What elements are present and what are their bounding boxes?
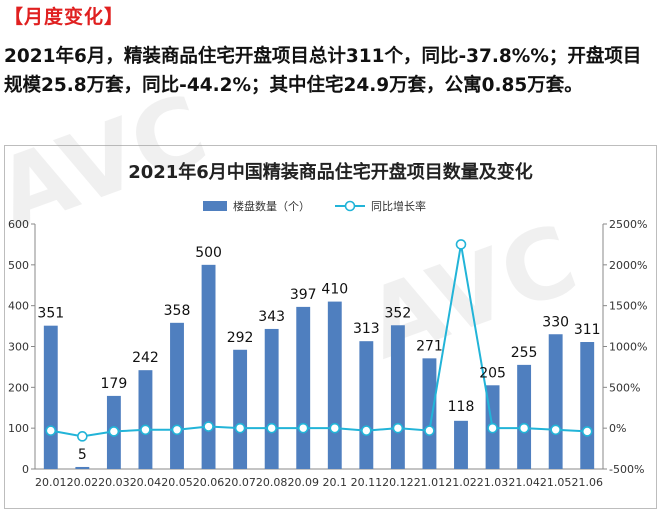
x-tick-label: 21.05 [540,476,572,489]
line-point [266,422,277,434]
legend-bar-swatch [203,201,227,211]
bar [390,325,405,469]
x-tick-label: 21.01 [414,476,446,489]
x-tick-label: 21.03 [477,476,509,489]
x-tick-label: 20.06 [193,476,225,489]
line-point [108,426,120,437]
x-tick-label: 20.11 [351,476,383,489]
y-tick-label-right: 2000% [609,259,647,272]
line-point [234,422,246,434]
x-tick-label: 20.1 [323,476,348,489]
line-point [518,422,530,434]
x-tick-label: 21.04 [508,476,540,489]
line-point [171,424,183,436]
legend-bar-label: 楼盘数量（个） [233,199,310,213]
bar [296,306,311,469]
x-tick-label: 20.07 [224,476,256,489]
data-label: 242 [132,350,159,366]
data-label: 271 [416,338,443,354]
x-tick-label: 20.12 [382,476,414,489]
chart-container: AVC AVC 2021年6月中国精装商品住宅开盘项目数量及变化 0 100 200… [0,73,657,509]
y-tick-label-left: 400 [8,300,29,313]
y-tick-label-right: 1000% [609,341,647,354]
x-tick-label: 20.05 [161,476,193,489]
data-label: 205 [479,365,506,381]
bar [138,370,153,469]
x-tick-label: 20.09 [287,476,319,489]
bar [517,364,532,469]
data-label: 358 [164,303,191,319]
bar [170,322,184,469]
chart-title: 2021年6月中国精装商品住宅开盘项目数量及变化 [128,162,533,183]
bar [75,466,90,469]
data-label: 397 [290,287,317,303]
data-label: 352 [385,305,412,321]
data-label: 410 [321,282,348,298]
line-point [550,424,561,436]
data-label: 343 [258,309,285,325]
y-tick-label-left: 300 [8,341,29,354]
data-label: 330 [542,314,569,330]
x-tick-label: 20.02 [67,476,99,489]
line-point [424,425,435,436]
line-point [140,424,151,436]
bar [201,264,216,469]
x-tick-label: 20.04 [130,476,162,489]
summary-text: 2021年6月，精装商品住宅开盘项目总计311个，同比-37.8%%；开盘项目规… [4,46,642,96]
data-label: 500 [195,245,222,261]
y-tick-label-left: 200 [8,381,29,394]
section-tag: 【月度变化】 [4,6,125,28]
bar [580,342,595,469]
bar [454,420,468,469]
x-tick-label: 20.01 [35,476,67,489]
bar [327,301,342,469]
y-tick-label-right: 1500% [609,300,647,313]
line-point [581,426,593,437]
y-tick-label-left: 600 [8,218,29,231]
y-tick-label-right: 0% [609,422,626,435]
data-label: 179 [101,376,128,392]
data-label: 313 [353,321,380,337]
data-label: 118 [448,399,475,415]
bar [548,334,563,469]
legend-line-marker [344,200,356,212]
data-label: 311 [574,322,601,338]
y-tick-label-left: 100 [8,422,29,435]
line-point [487,422,498,434]
bar [264,328,279,469]
line-point [455,239,467,250]
line-point [361,425,372,436]
line-point [45,425,57,436]
line-point [329,422,341,434]
y-tick-label-right: -500% [609,463,644,476]
bar [233,349,248,469]
series-line [50,244,588,438]
x-tick-label: 21.06 [571,476,603,489]
line-point [297,422,309,434]
line-point [77,431,88,442]
y-tick-label-left: 500 [8,259,29,272]
y-tick-label-right: 2500% [609,218,647,231]
data-label: 255 [511,345,538,361]
data-label: 5 [78,447,87,463]
line-point [203,421,214,432]
data-label: 292 [227,330,254,346]
x-tick-label: 20.08 [256,476,288,489]
line-point [392,422,404,434]
legend-line-label: 同比增长率 [371,199,426,213]
chart-plot: 0 100 200 300 400 500 600 -500% 0% 500% 1000% 1500%… [8,199,647,489]
y-tick-label-right: 500% [609,381,640,394]
x-tick-label: 20.03 [98,476,130,489]
data-label: 351 [37,306,64,322]
bar [422,358,437,469]
y-tick-label-left: 0 [22,463,29,476]
x-tick-label: 21.02 [445,476,477,489]
bar [43,325,58,469]
bar [359,341,374,469]
